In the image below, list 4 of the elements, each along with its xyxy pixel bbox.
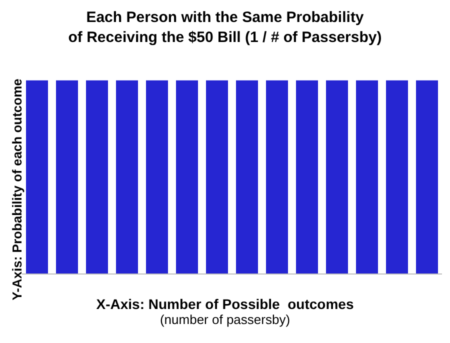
y-axis-title: Y-Axis: Probability of each outcome: [10, 78, 24, 300]
chart-title: Each Person with the Same Probability of Receiving the $50 Bill (1 / # of Passersby): [67, 8, 383, 48]
text: (number of passersby): [158, 312, 292, 327]
x-axis-title: X-Axis: Number of Possible outcomes: [96, 296, 354, 312]
